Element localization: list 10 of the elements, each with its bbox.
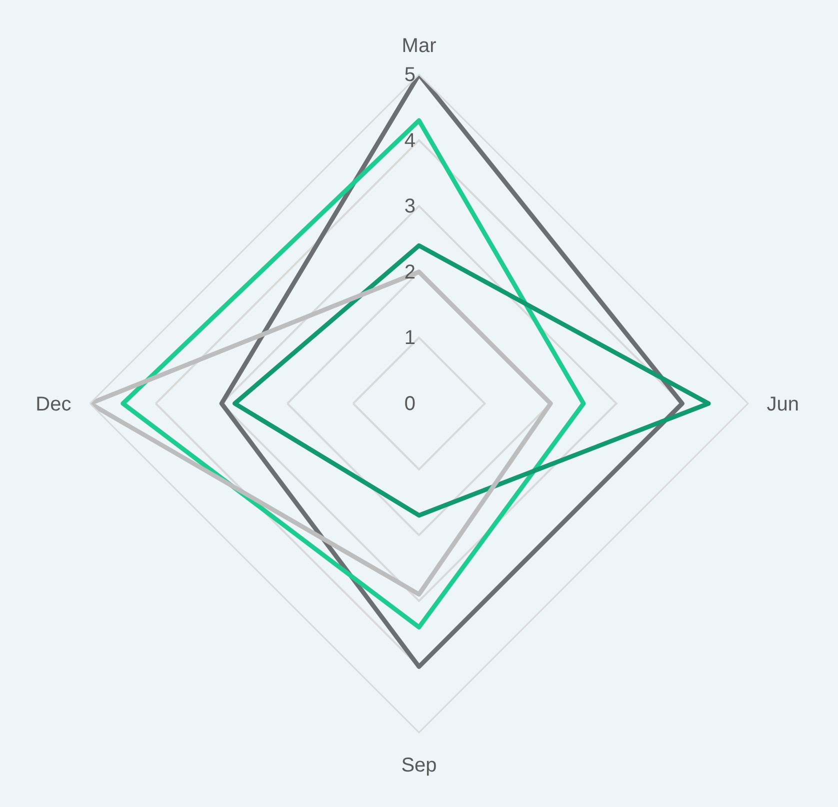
y-tick-label: 5 (404, 64, 416, 86)
y-tick-label: 0 (404, 393, 416, 415)
spoke-label: Dec (36, 394, 72, 416)
y-tick-label: 3 (404, 196, 416, 218)
y-tick-label: 1 (404, 327, 416, 350)
y-tick-label: 4 (404, 130, 416, 152)
y-tick-label: 2 (404, 261, 416, 284)
spoke-label: Sep (401, 754, 437, 776)
spoke-label: Mar (402, 34, 437, 57)
spoke-label: Jun (766, 394, 799, 416)
